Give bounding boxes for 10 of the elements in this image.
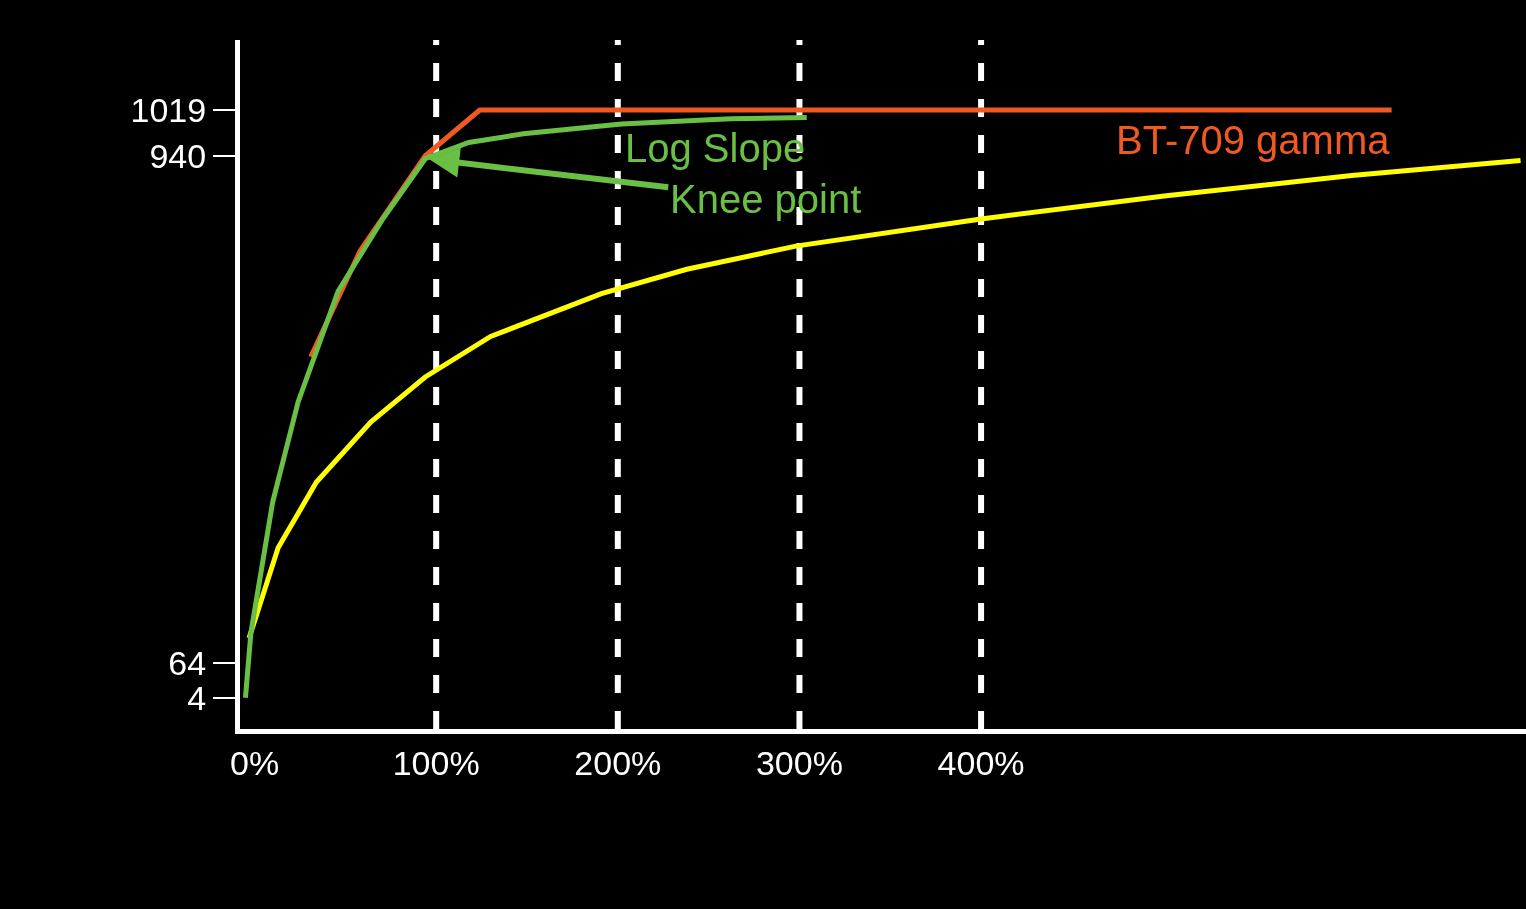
y-tick-label: 1019 — [130, 90, 207, 129]
x-tick-label: 300% — [755, 743, 843, 782]
x-tick-label: 100% — [392, 743, 480, 782]
series-label: BT-709 gamma — [1116, 118, 1391, 162]
annotation: Knee point — [670, 177, 862, 221]
y-tick-label: 940 — [149, 136, 207, 175]
x-tick-label: 200% — [574, 743, 662, 782]
series-label: Log Slope — [625, 126, 806, 170]
x-tick-label: 400% — [937, 743, 1025, 782]
x-tick-label: 0% — [229, 743, 280, 782]
